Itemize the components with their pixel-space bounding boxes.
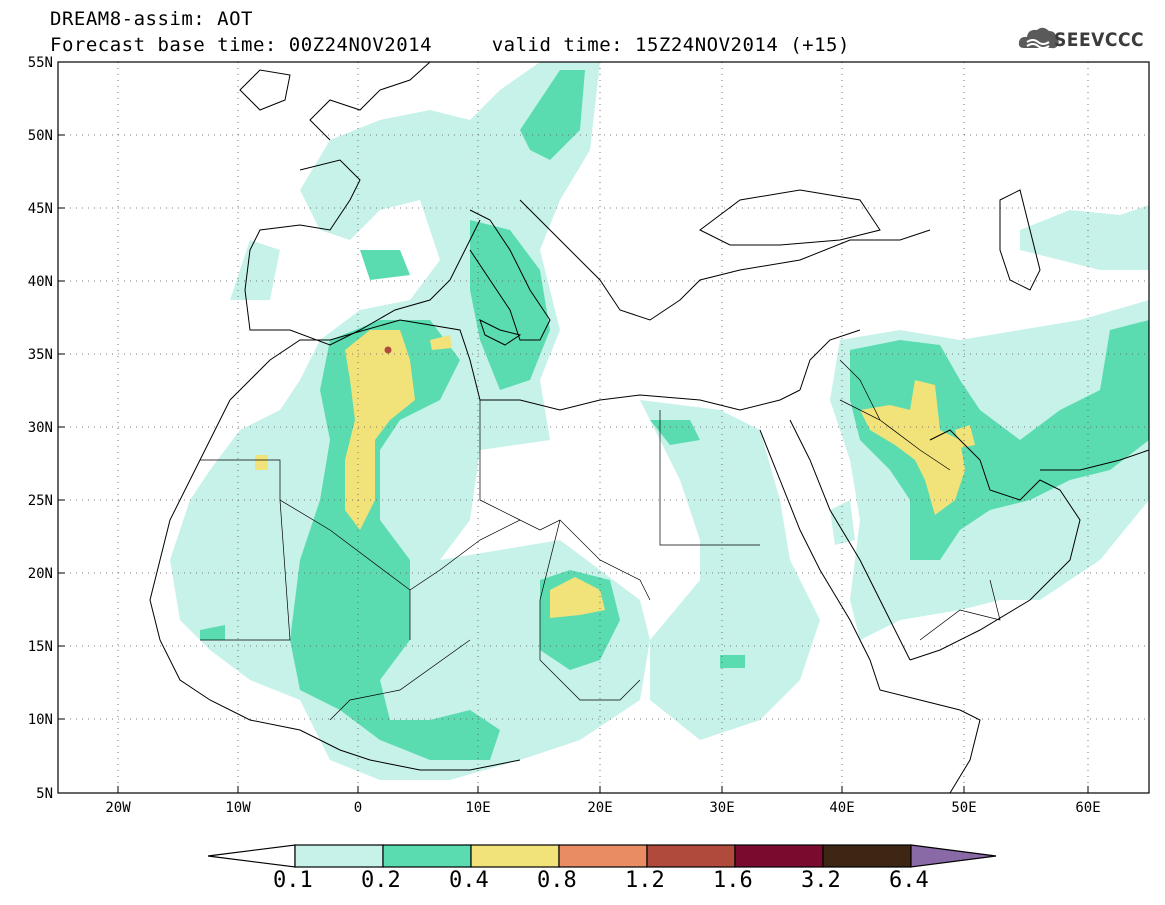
lat-label: 30N [28, 420, 53, 436]
lat-label: 40N [28, 274, 53, 290]
colorbar-swatch [382, 844, 472, 868]
colorbar-swatch [910, 844, 997, 868]
colorbar-swatch [558, 844, 648, 868]
colorbar-swatch [207, 844, 296, 868]
lat-label: 55N [28, 55, 53, 71]
colorbar-swatch [734, 844, 824, 868]
lat-label: 50N [28, 128, 53, 144]
lat-label: 25N [28, 493, 53, 509]
cloud-logo-icon [1018, 27, 1059, 49]
lat-label: 20N [28, 566, 53, 582]
lat-label: 5N [36, 786, 53, 802]
title-line-2: Forecast base time: 00Z24NOV2014 valid t… [50, 34, 850, 56]
logo-text: SEEVCCC [1054, 29, 1145, 51]
colorbar-label: 6.4 [889, 868, 929, 893]
colorbar-label: 0.8 [537, 868, 577, 893]
lon-label: 50E [951, 800, 976, 816]
title-line-1: DREAM8-assim: AOT [50, 8, 253, 30]
lat-label: 10N [28, 712, 53, 728]
lon-label: 60E [1075, 800, 1100, 816]
colorbar-swatch [470, 844, 560, 868]
borders [200, 359, 1001, 721]
colorbar [207, 844, 997, 868]
colorbar-label: 3.2 [801, 868, 841, 893]
lat-label: 15N [28, 639, 53, 655]
aot-field [170, 62, 1149, 780]
lat-label: 35N [28, 347, 53, 363]
lon-label: 30E [709, 800, 734, 816]
colorbar-swatch [294, 844, 384, 868]
lon-label: 0 [354, 800, 362, 816]
coastlines [149, 62, 1149, 793]
colorbar-label: 1.6 [713, 868, 753, 893]
colorbar-label: 0.2 [361, 868, 401, 893]
colorbar-label: 0.1 [273, 868, 313, 893]
colorbar-label: 0.4 [449, 868, 489, 893]
lon-label: 10E [465, 800, 490, 816]
tick-marks [58, 134, 1089, 793]
lon-label: 20W [105, 800, 131, 816]
lon-label: 10W [225, 800, 251, 816]
lon-label: 40E [829, 800, 854, 816]
colorbar-label: 1.2 [625, 868, 665, 893]
colorbar-swatch [646, 844, 736, 868]
colorbar-swatch [822, 844, 912, 868]
lon-label: 20E [587, 800, 612, 816]
lat-label: 45N [28, 201, 53, 217]
